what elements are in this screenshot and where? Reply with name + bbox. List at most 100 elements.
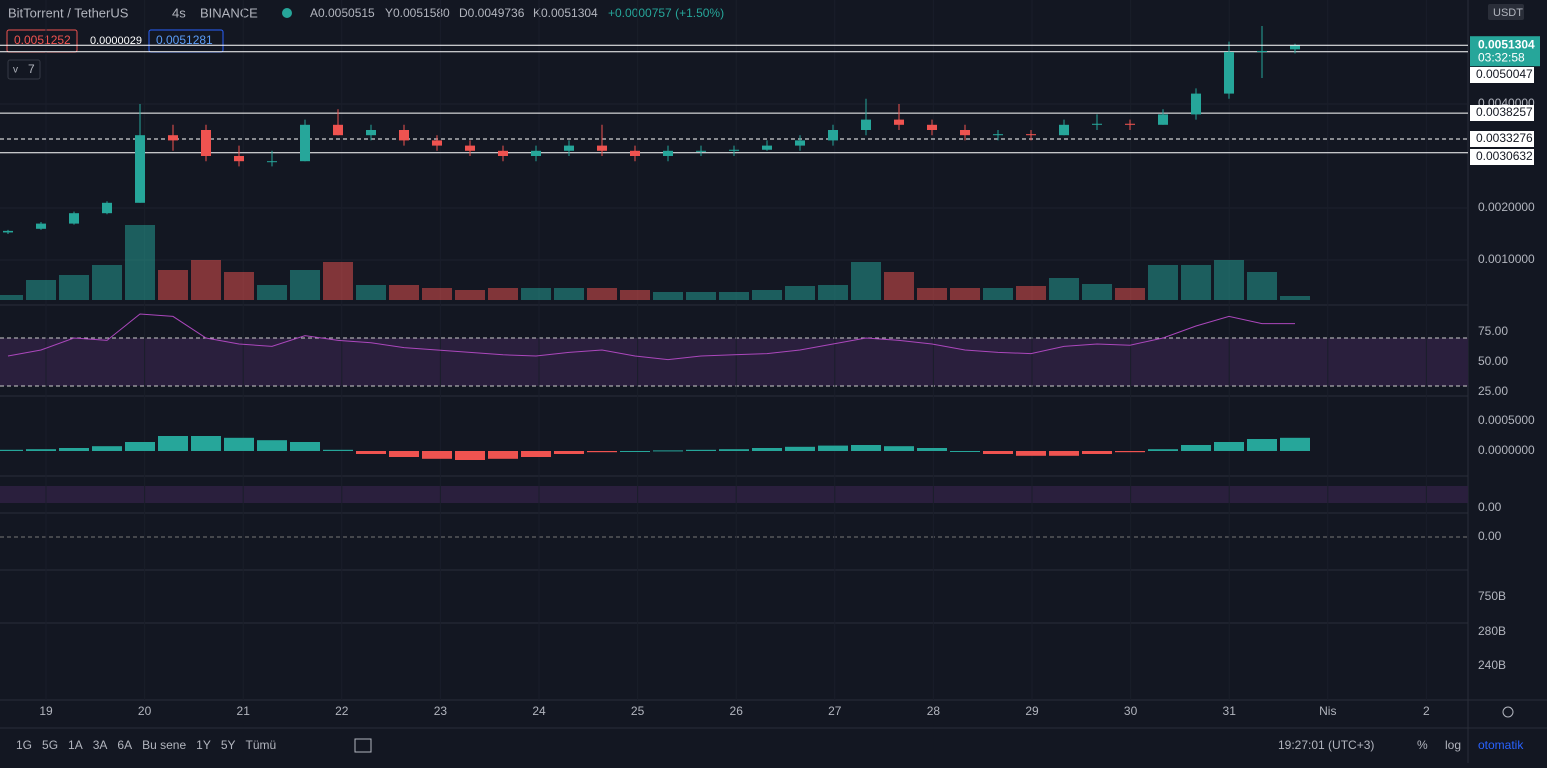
pane-label: 750B bbox=[1478, 589, 1506, 603]
macd-bar bbox=[257, 440, 287, 451]
range-button[interactable]: Tümü bbox=[246, 738, 277, 752]
macd-bar bbox=[554, 451, 584, 454]
level-box bbox=[1470, 131, 1534, 147]
macd-bar bbox=[290, 442, 320, 451]
y-tick-label: 0.0020000 bbox=[1478, 200, 1535, 214]
macd-bar bbox=[917, 448, 947, 451]
range-button[interactable]: 1Y bbox=[196, 738, 211, 752]
macd-bar bbox=[0, 449, 23, 451]
volume-bar bbox=[950, 288, 980, 300]
volume-bar bbox=[554, 288, 584, 300]
candle-body bbox=[399, 130, 409, 141]
macd-bar bbox=[1214, 442, 1244, 451]
settings[interactable] bbox=[1502, 706, 1514, 718]
candle-body bbox=[1092, 123, 1102, 125]
macd-bar bbox=[224, 437, 254, 451]
candle-body bbox=[1191, 93, 1201, 115]
y-tick-label: 0.0010000 bbox=[1478, 252, 1535, 266]
level-label: 0.0050047 bbox=[1476, 67, 1533, 81]
volume-bar bbox=[620, 290, 650, 300]
volume-bar bbox=[257, 285, 287, 300]
x-tick-label: 28 bbox=[927, 704, 941, 718]
macd-bar bbox=[356, 451, 386, 454]
level-label: 0.0038257 bbox=[1476, 105, 1533, 119]
candle-body bbox=[861, 119, 871, 130]
open: A0.0050515 bbox=[310, 6, 375, 20]
macd-bar bbox=[653, 450, 683, 452]
x-tick-label: 29 bbox=[1025, 704, 1039, 718]
macd-bar bbox=[587, 451, 617, 453]
candle-body bbox=[69, 213, 79, 224]
range-button[interactable]: 5G bbox=[42, 738, 58, 752]
candle-body bbox=[828, 130, 838, 141]
log-toggle[interactable]: log bbox=[1445, 738, 1461, 752]
volume-bar bbox=[1049, 278, 1079, 300]
macd-bar bbox=[422, 451, 452, 459]
range-button[interactable]: 1G bbox=[16, 738, 32, 752]
volume-bar bbox=[1115, 288, 1145, 300]
macd-bar bbox=[455, 451, 485, 460]
percent-toggle[interactable]: % bbox=[1417, 738, 1428, 752]
range-button[interactable]: 1A bbox=[68, 738, 83, 752]
x-tick-label: 23 bbox=[434, 704, 448, 718]
volume-bar bbox=[1082, 284, 1112, 300]
candle-body bbox=[498, 150, 508, 156]
volume-bar bbox=[0, 295, 23, 300]
clock: 19:27:01 (UTC+3) bbox=[1278, 738, 1374, 752]
volume-bar bbox=[653, 292, 683, 300]
macd-tick-label: 0.0005000 bbox=[1478, 413, 1535, 427]
volume-bar bbox=[1181, 265, 1211, 300]
volume-bar bbox=[917, 288, 947, 300]
macd-bar bbox=[1181, 445, 1211, 451]
macd-bar bbox=[1148, 449, 1178, 451]
macd-bar bbox=[1082, 451, 1112, 454]
ask[interactable]: 0.0051281 bbox=[156, 33, 213, 47]
macd-bar bbox=[752, 448, 782, 451]
candle-body bbox=[102, 202, 112, 214]
candle-body bbox=[201, 130, 211, 156]
macd-bar bbox=[851, 445, 881, 451]
bid[interactable]: 0.0051252 bbox=[14, 33, 71, 47]
indicator-count[interactable]: 7 bbox=[28, 62, 35, 76]
candle-body bbox=[927, 124, 937, 130]
candle-body bbox=[1125, 123, 1135, 125]
macd-bar bbox=[719, 449, 749, 451]
x-tick-label: 21 bbox=[237, 704, 251, 718]
x-tick-label: 30 bbox=[1124, 704, 1138, 718]
candle-body bbox=[729, 149, 739, 151]
range-button[interactable]: 5Y bbox=[221, 738, 236, 752]
x-tick-label: 19 bbox=[39, 704, 53, 718]
pane-label: 240B bbox=[1478, 658, 1506, 672]
volume-bar bbox=[224, 272, 254, 300]
interval: 4s bbox=[172, 5, 186, 20]
macd-bar bbox=[389, 451, 419, 457]
volume-bar bbox=[323, 262, 353, 300]
volume-bar bbox=[422, 288, 452, 300]
macd-tick-label: 0.0000000 bbox=[1478, 443, 1535, 457]
volume-bar bbox=[356, 285, 386, 300]
x-tick-label: 25 bbox=[631, 704, 645, 718]
rsi-tick-label: 75.00 bbox=[1478, 324, 1508, 338]
candle-body bbox=[894, 119, 904, 125]
candle-body bbox=[36, 223, 46, 229]
range-button[interactable]: Bu sene bbox=[142, 738, 186, 752]
level-box bbox=[1470, 67, 1534, 83]
volume-bar bbox=[785, 286, 815, 300]
volume-bar bbox=[1280, 296, 1310, 300]
volume-bar bbox=[1247, 272, 1277, 300]
range-button[interactable]: 6A bbox=[117, 738, 132, 752]
range-button[interactable]: 3A bbox=[93, 738, 108, 752]
x-tick-label: 31 bbox=[1223, 704, 1237, 718]
close: K0.0051304 bbox=[533, 6, 598, 20]
last-price-box bbox=[1470, 36, 1540, 67]
low: D0.0049736 bbox=[459, 6, 525, 20]
x-tick-label: 24 bbox=[532, 704, 546, 718]
volume-bar bbox=[719, 292, 749, 300]
collapse-toggle[interactable]: v bbox=[13, 65, 18, 76]
date-range[interactable] bbox=[354, 738, 372, 753]
exchange: BINANCE bbox=[200, 5, 258, 20]
auto-toggle[interactable]: otomatik bbox=[1478, 738, 1524, 752]
macd-bar bbox=[323, 449, 353, 451]
volume-bar bbox=[125, 225, 155, 300]
candle-body bbox=[795, 140, 805, 146]
